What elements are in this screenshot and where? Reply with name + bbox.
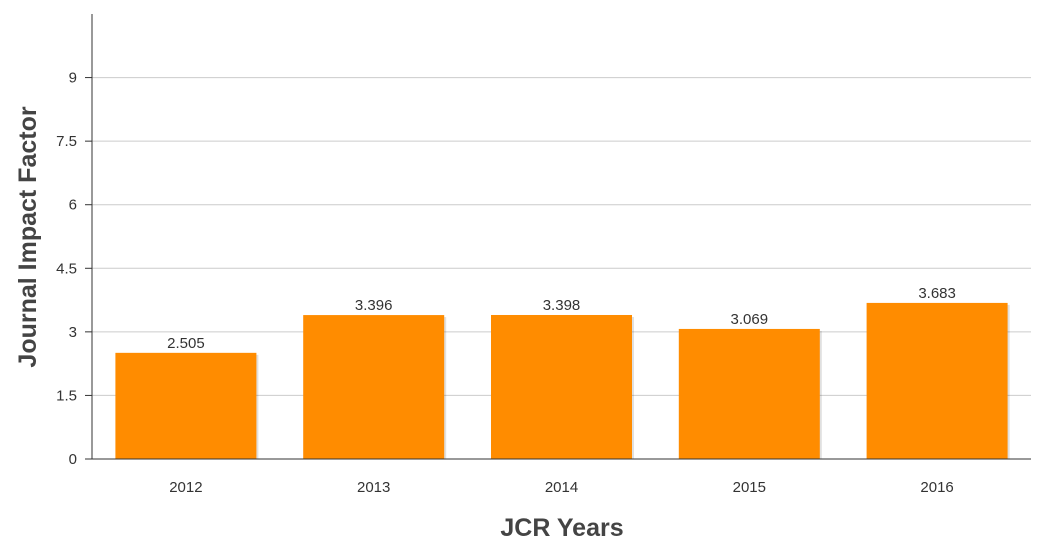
data-label: 2.505 xyxy=(167,335,205,352)
bar-2012[interactable] xyxy=(115,352,257,459)
x-tick-label: 2012 xyxy=(169,479,202,496)
x-tick-label: 2016 xyxy=(920,479,953,496)
data-label: 3.069 xyxy=(731,311,769,328)
bar-2016[interactable] xyxy=(866,302,1008,459)
data-label: 3.398 xyxy=(543,297,581,314)
y-tick-labels: 0 1.5 3 4.5 6 7.5 9 xyxy=(56,70,92,468)
y-tick-label: 3 xyxy=(69,324,77,341)
bars xyxy=(115,302,1010,459)
bar-2013[interactable] xyxy=(303,315,445,459)
y-tick-label: 6 xyxy=(69,197,77,214)
data-label: 3.396 xyxy=(355,297,393,314)
bar-2015[interactable] xyxy=(678,328,820,459)
x-tick-labels: 2012 2013 2014 2015 2016 xyxy=(169,479,954,496)
axes xyxy=(91,14,1031,460)
data-labels: 2.505 3.396 3.398 3.069 3.683 xyxy=(167,285,956,352)
x-tick-label: 2014 xyxy=(545,479,578,496)
y-tick-label: 7.5 xyxy=(56,133,77,150)
bar-2014[interactable] xyxy=(491,314,632,459)
y-tick-label: 0 xyxy=(69,451,77,468)
y-tick-label: 9 xyxy=(69,70,77,87)
x-axis-title: JCR Years xyxy=(500,514,623,542)
x-tick-label: 2015 xyxy=(733,479,766,496)
y-tick-label: 4.5 xyxy=(56,260,77,277)
y-axis-title: Journal Impact Factor xyxy=(14,106,42,367)
x-tick-label: 2013 xyxy=(357,479,390,496)
data-label: 3.683 xyxy=(918,285,956,302)
y-tick-label: 1.5 xyxy=(56,387,77,404)
